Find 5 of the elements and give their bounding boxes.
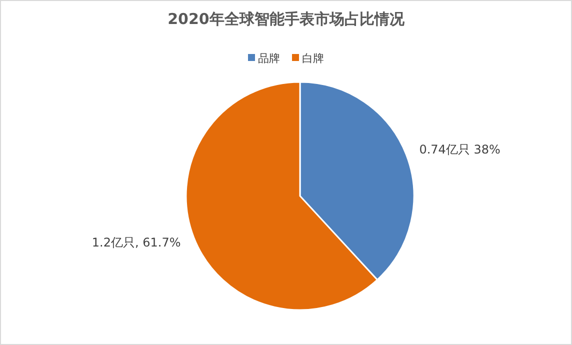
data-label: 0.74亿只 38% xyxy=(419,142,500,156)
chart-title: 2020年全球智能手表市场占比情况 xyxy=(168,10,406,28)
legend-label: 白牌 xyxy=(302,52,324,65)
legend-label: 品牌 xyxy=(258,52,280,65)
data-label: 1.2亿只, 61.7% xyxy=(92,236,181,250)
